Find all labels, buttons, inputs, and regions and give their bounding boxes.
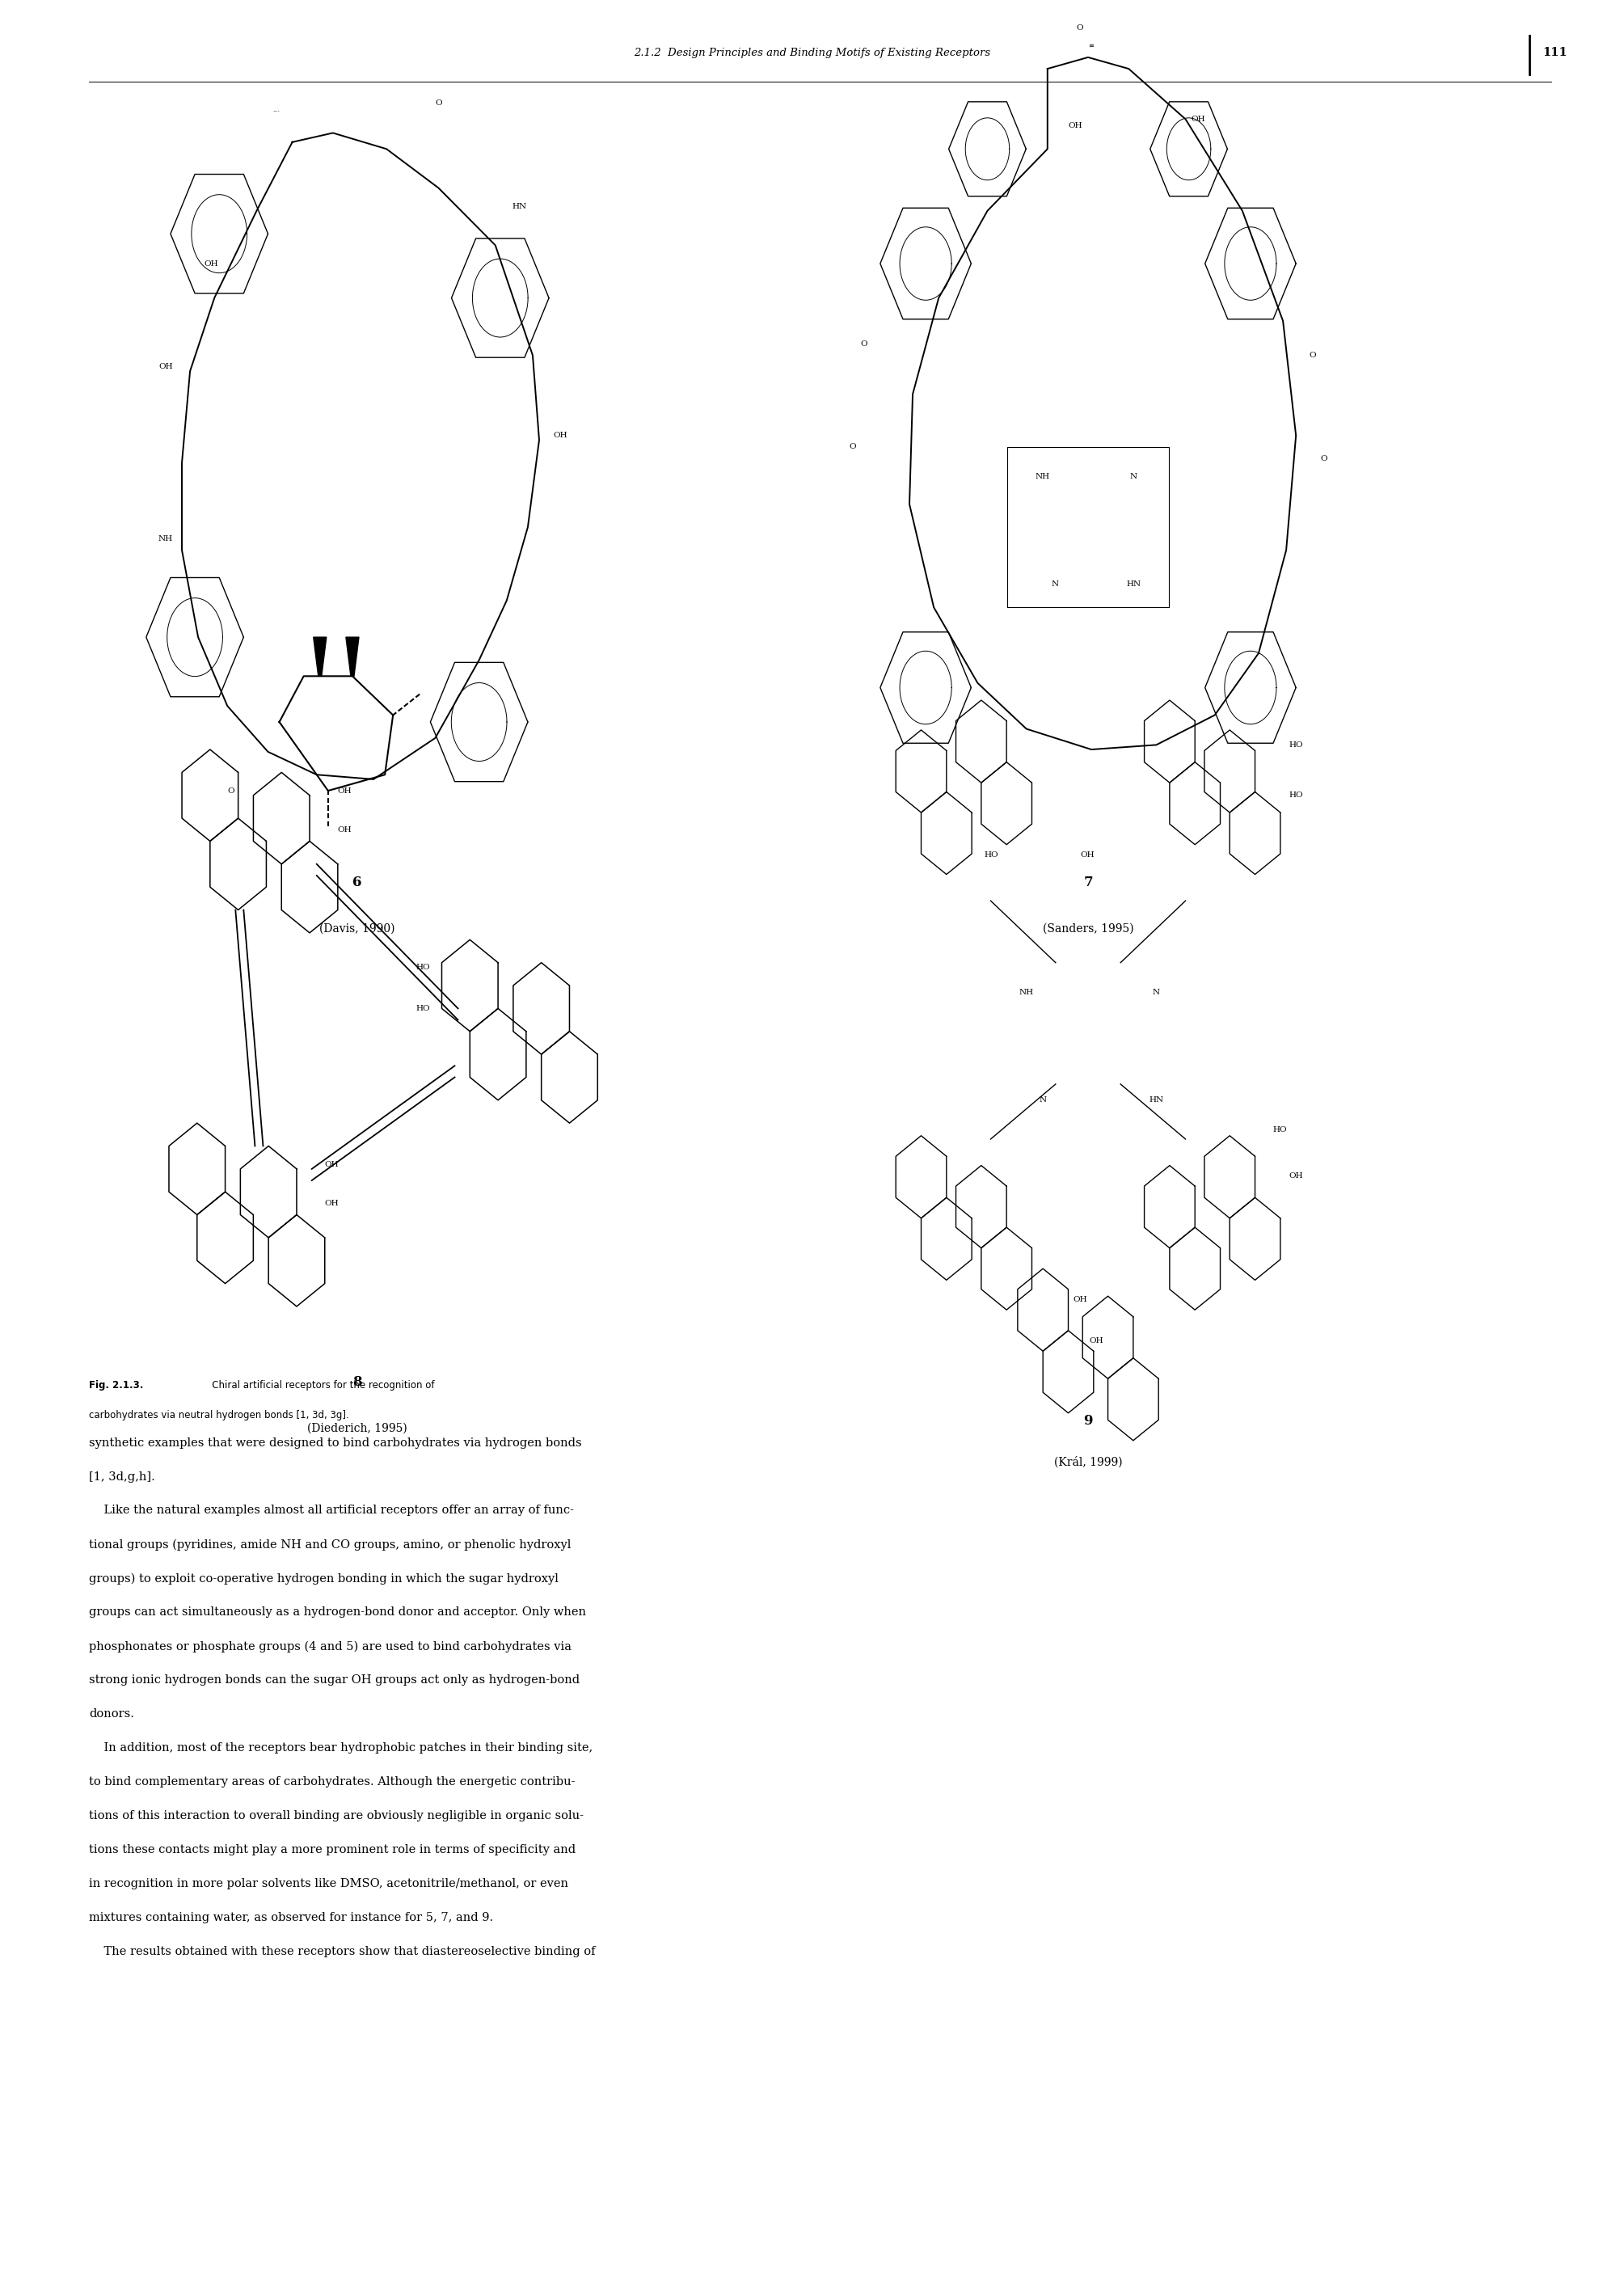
Text: O: O [861, 339, 867, 348]
Text: OH: OH [1069, 121, 1082, 131]
Text: mixtures containing water, as observed for instance for 5, 7, and 9.: mixtures containing water, as observed f… [89, 1912, 494, 1923]
Text: HO: HO [1273, 1125, 1286, 1135]
Text: groups) to exploit co-operative hydrogen bonding in which the sugar hydroxyl: groups) to exploit co-operative hydrogen… [89, 1572, 559, 1584]
Text: ≡: ≡ [1088, 44, 1095, 48]
Text: (Diederich, 1995): (Diederich, 1995) [307, 1423, 408, 1432]
Text: OH: OH [554, 431, 567, 440]
Text: O: O [1077, 23, 1083, 32]
Text: (Davis, 1990): (Davis, 1990) [320, 924, 395, 933]
Text: HO: HO [416, 1004, 430, 1013]
Text: OH: OH [1289, 1171, 1302, 1180]
Text: HN: HN [1125, 580, 1142, 589]
Text: tions these contacts might play a more prominent role in terms of specificity an: tions these contacts might play a more p… [89, 1845, 577, 1857]
Text: OH: OH [159, 362, 172, 371]
Text: OH: OH [338, 786, 352, 795]
Polygon shape [313, 637, 326, 676]
Text: Chiral artificial receptors for the recognition of: Chiral artificial receptors for the reco… [203, 1380, 435, 1391]
Text: HN: HN [1148, 1096, 1164, 1105]
Text: donors.: donors. [89, 1708, 135, 1719]
Text: OH: OH [325, 1199, 339, 1208]
Text: tions of this interaction to overall binding are obviously negligible in organic: tions of this interaction to overall bin… [89, 1811, 585, 1822]
Text: HO: HO [416, 963, 430, 972]
Text: NH: NH [158, 534, 174, 543]
Text: O: O [1309, 351, 1315, 360]
Text: (Král, 1999): (Král, 1999) [1054, 1455, 1122, 1469]
Text: N: N [1039, 1096, 1046, 1105]
Text: N: N [1130, 472, 1137, 481]
Text: NH: NH [1034, 472, 1051, 481]
Text: O: O [1320, 454, 1327, 463]
Text: 9: 9 [1083, 1414, 1093, 1428]
Text: HO: HO [984, 850, 999, 860]
Text: (Sanders, 1995): (Sanders, 1995) [1043, 924, 1134, 933]
Text: phosphonates or phosphate groups (4 and 5) are used to bind carbohydrates via: phosphonates or phosphate groups (4 and … [89, 1641, 572, 1653]
Text: groups can act simultaneously as a hydrogen-bond donor and acceptor. Only when: groups can act simultaneously as a hydro… [89, 1607, 586, 1618]
Text: O: O [227, 786, 234, 795]
Text: In addition, most of the receptors bear hydrophobic patches in their binding sit: In addition, most of the receptors bear … [89, 1742, 593, 1753]
Text: N: N [1153, 988, 1160, 997]
Text: [1, 3d,g,h].: [1, 3d,g,h]. [89, 1471, 156, 1483]
Text: HO: HO [1289, 740, 1302, 749]
Text: to bind complementary areas of carbohydrates. Although the energetic contribu-: to bind complementary areas of carbohydr… [89, 1776, 575, 1788]
Text: Like the natural examples almost all artificial receptors offer an array of func: Like the natural examples almost all art… [89, 1506, 575, 1517]
Text: N: N [1051, 580, 1059, 589]
Text: 6: 6 [352, 876, 362, 889]
Text: OH: OH [1073, 1295, 1086, 1304]
Text: synthetic examples that were designed to bind carbohydrates via hydrogen bonds: synthetic examples that were designed to… [89, 1437, 581, 1449]
Text: O: O [435, 99, 442, 108]
Text: OH: OH [205, 259, 218, 268]
Text: OH: OH [325, 1160, 339, 1169]
Text: OH: OH [1192, 115, 1205, 124]
Polygon shape [346, 637, 359, 676]
Text: strong ionic hydrogen bonds can the sugar OH groups act only as hydrogen-bond: strong ionic hydrogen bonds can the suga… [89, 1675, 580, 1687]
Text: Fig. 2.1.3.: Fig. 2.1.3. [89, 1380, 145, 1391]
Text: 111: 111 [1543, 48, 1567, 57]
Text: OH: OH [1080, 850, 1095, 860]
Text: O: O [849, 442, 856, 452]
Text: HN: HN [512, 202, 528, 211]
Text: OH: OH [338, 825, 352, 834]
Text: NH: NH [1018, 988, 1034, 997]
Text: 8: 8 [352, 1375, 362, 1389]
Text: tional groups (pyridines, amide NH and CO groups, amino, or phenolic hydroxyl: tional groups (pyridines, amide NH and C… [89, 1538, 572, 1549]
Text: in recognition in more polar solvents like DMSO, acetonitrile/methanol, or even: in recognition in more polar solvents li… [89, 1877, 568, 1889]
Text: OH: OH [1090, 1336, 1103, 1345]
Text: HO: HO [1289, 791, 1302, 800]
Text: carbohydrates via neutral hydrogen bonds [1, 3d, 3g].: carbohydrates via neutral hydrogen bonds… [89, 1410, 349, 1421]
Text: 2.1.2  Design Principles and Binding Motifs of Existing Receptors: 2.1.2 Design Principles and Binding Moti… [633, 48, 991, 57]
Text: The results obtained with these receptors show that diastereoselective binding o: The results obtained with these receptor… [89, 1946, 596, 1957]
Text: ....: .... [273, 108, 279, 112]
Text: 7: 7 [1083, 876, 1093, 889]
